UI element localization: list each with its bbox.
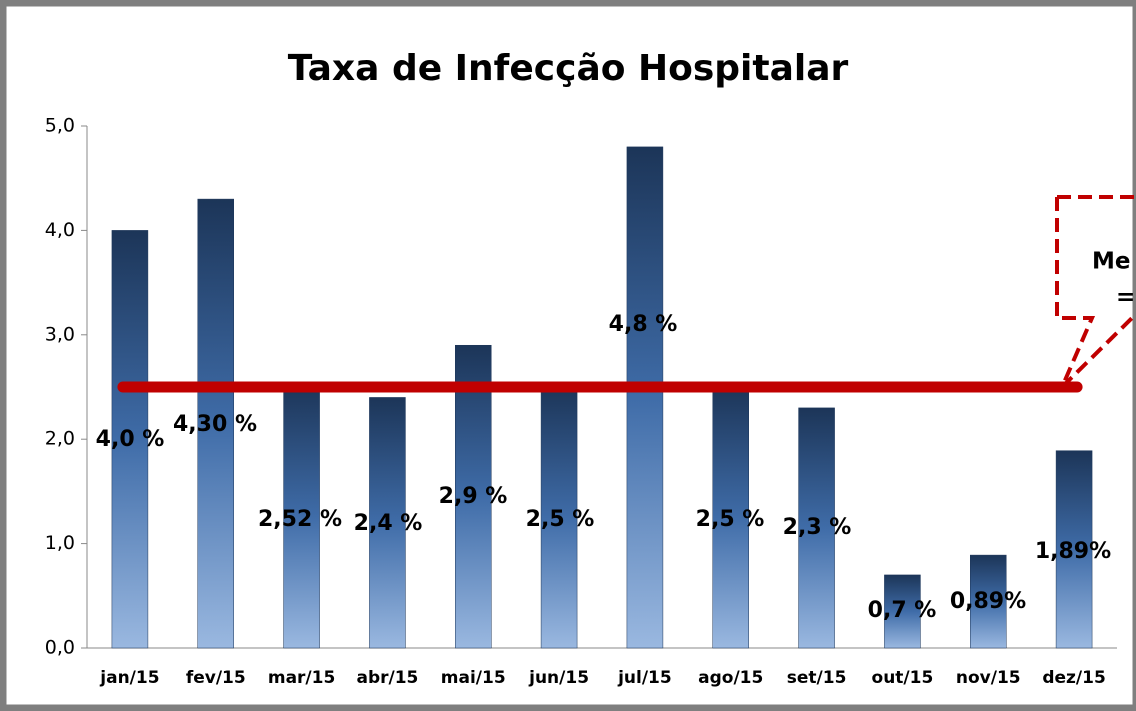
data-label: 4,0 % <box>96 427 165 452</box>
y-tick-label: 1,0 <box>45 532 75 554</box>
x-tick-label: set/15 <box>787 668 847 688</box>
data-label: 2,9 % <box>439 484 508 509</box>
bar <box>970 554 1007 649</box>
bar <box>111 230 149 649</box>
bar <box>197 198 234 649</box>
y-tick-label: 0,0 <box>45 637 75 659</box>
bar <box>540 386 578 649</box>
x-tick-label: ago/15 <box>698 668 763 688</box>
bar <box>884 574 921 649</box>
bar <box>369 397 406 649</box>
data-label: 4,8 % <box>609 312 678 337</box>
x-tick-label: jul/15 <box>617 668 672 688</box>
x-tick-label: dez/15 <box>1042 668 1105 688</box>
data-label: 2,4 % <box>354 511 423 536</box>
x-tick-label: out/15 <box>872 668 934 688</box>
data-label: 1,89% <box>1035 539 1111 564</box>
x-tick-label: fev/15 <box>186 668 246 688</box>
data-label: 2,52 % <box>258 507 342 532</box>
annotation: Me <box>1092 249 1131 275</box>
bar <box>1055 450 1093 649</box>
bar <box>798 407 835 649</box>
y-tick-label: 3,0 <box>45 323 75 345</box>
x-tick-label: jun/15 <box>528 668 589 688</box>
bar <box>455 344 492 649</box>
x-tick-label: mar/15 <box>268 668 335 688</box>
data-label: 2,5 % <box>696 507 765 532</box>
y-tick-label: 4,0 <box>45 219 75 241</box>
bar <box>626 146 664 649</box>
annotation: = <box>1116 285 1135 311</box>
x-tick-label: abr/15 <box>356 668 418 688</box>
y-tick-label: 5,0 <box>45 115 75 137</box>
data-label: 2,5 % <box>526 507 595 532</box>
callout <box>1055 195 1136 389</box>
data-label: 0,7 % <box>868 598 937 623</box>
data-label: 4,30 % <box>173 412 257 437</box>
chart-title: Taxa de Infecção Hospitalar <box>288 48 849 89</box>
x-tick-label: mai/15 <box>441 668 506 688</box>
y-tick-label: 2,0 <box>45 428 75 450</box>
bar <box>712 386 749 649</box>
x-tick-label: nov/15 <box>956 668 1021 688</box>
data-label: 2,3 % <box>783 515 852 540</box>
x-tick-label: jan/15 <box>99 668 159 688</box>
data-label: 0,89% <box>950 589 1026 614</box>
